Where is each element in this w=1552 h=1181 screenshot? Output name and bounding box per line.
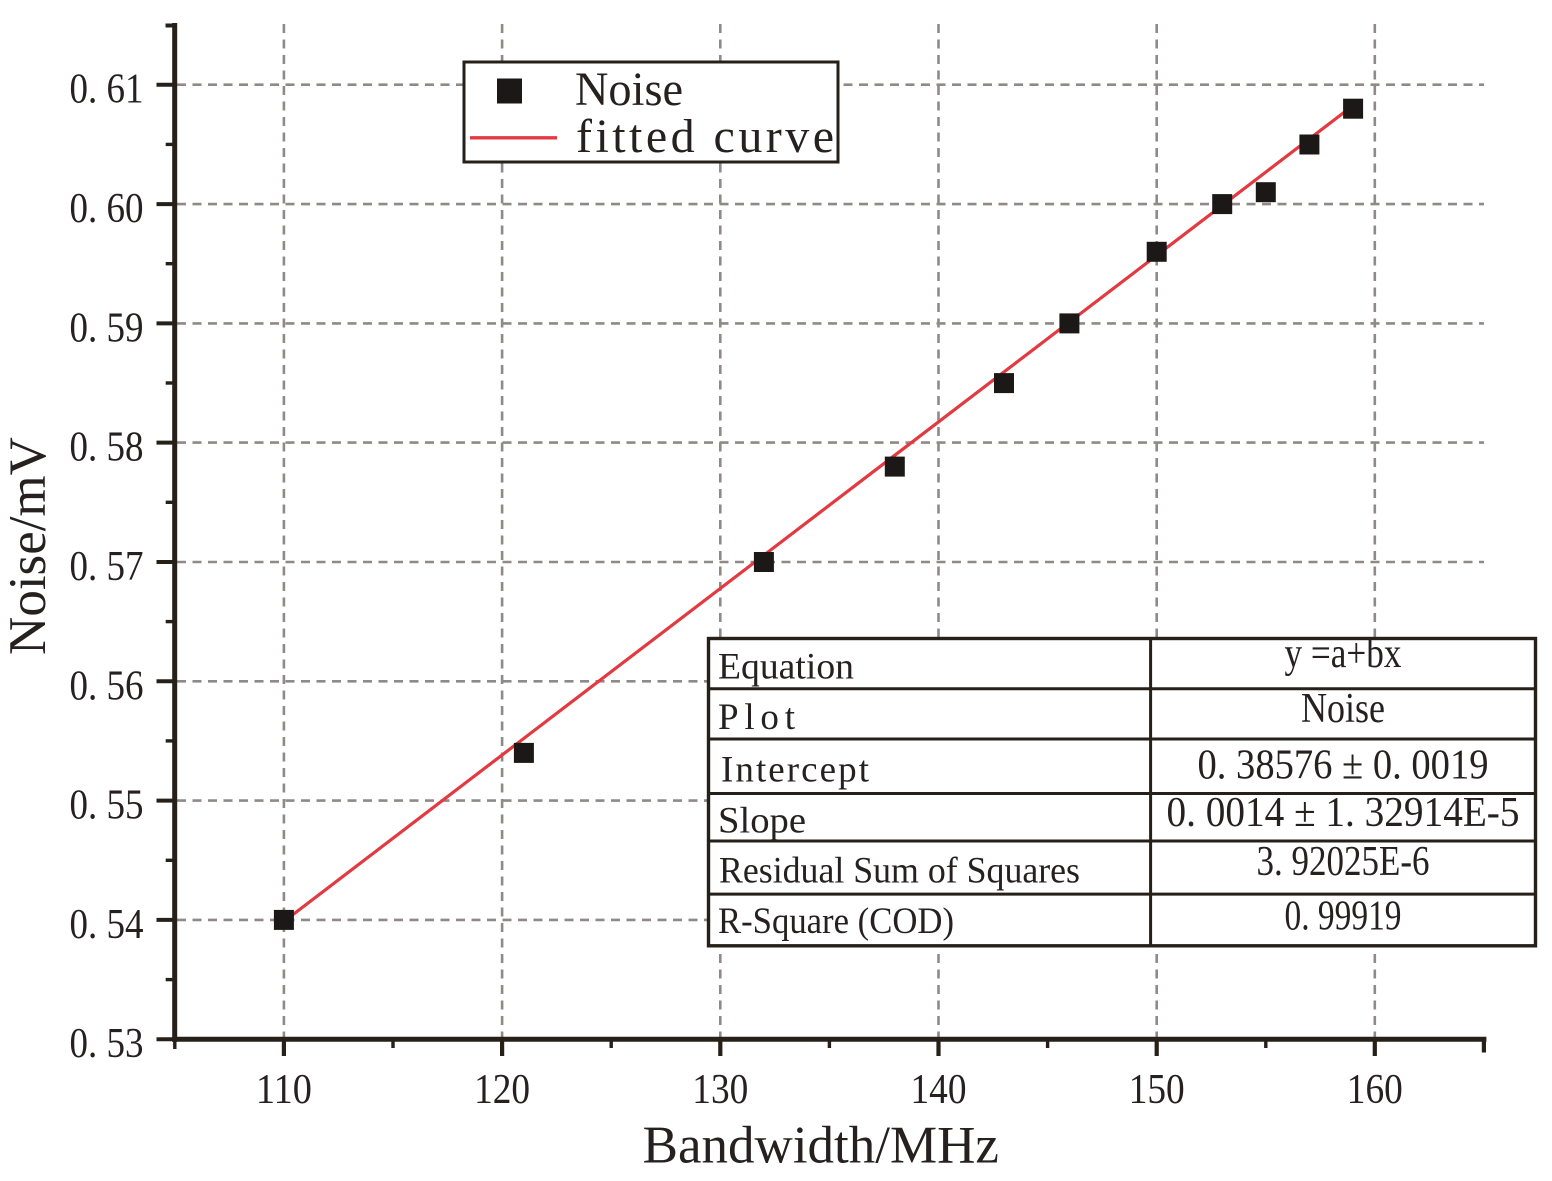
svg-text:0. 57: 0. 57 <box>70 544 144 590</box>
svg-text:0. 38576 ± 0. 0019: 0. 38576 ± 0. 0019 <box>1198 742 1489 788</box>
svg-text:0. 60: 0. 60 <box>70 186 144 232</box>
svg-text:0. 58: 0. 58 <box>70 425 144 471</box>
svg-text:3. 92025E-6: 3. 92025E-6 <box>1257 839 1430 885</box>
svg-text:Noise: Noise <box>575 63 683 116</box>
svg-text:0. 0014 ± 1. 32914E-5: 0. 0014 ± 1. 32914E-5 <box>1167 790 1520 836</box>
svg-text:0. 54: 0. 54 <box>70 902 144 948</box>
svg-text:Noise/mV: Noise/mV <box>0 437 57 655</box>
svg-text:150: 150 <box>1129 1067 1185 1113</box>
svg-text:120: 120 <box>474 1067 530 1113</box>
svg-text:Bandwidth/MHz: Bandwidth/MHz <box>643 1117 999 1175</box>
svg-text:Noise: Noise <box>1301 686 1385 732</box>
svg-text:0. 59: 0. 59 <box>70 305 144 351</box>
svg-text:0. 55: 0. 55 <box>70 783 144 829</box>
svg-text:Equation: Equation <box>718 647 854 688</box>
svg-text:160: 160 <box>1347 1067 1403 1113</box>
svg-text:0. 99919: 0. 99919 <box>1285 894 1402 940</box>
svg-text:110: 110 <box>256 1067 312 1113</box>
svg-text:fitted curve: fitted curve <box>576 110 834 163</box>
svg-text:140: 140 <box>911 1067 967 1113</box>
svg-text:Slope: Slope <box>718 800 806 841</box>
svg-text:Intercept: Intercept <box>721 749 870 790</box>
svg-text:Residual Sum of Squares: Residual Sum of Squares <box>719 851 1080 892</box>
svg-text:0. 53: 0. 53 <box>70 1021 144 1067</box>
svg-text:0. 61: 0. 61 <box>70 67 144 113</box>
svg-text:R-Square (COD): R-Square (COD) <box>718 901 954 942</box>
svg-text:y =a+bx: y =a+bx <box>1285 631 1402 677</box>
svg-text:0. 56: 0. 56 <box>70 663 144 709</box>
svg-text:130: 130 <box>692 1067 748 1113</box>
